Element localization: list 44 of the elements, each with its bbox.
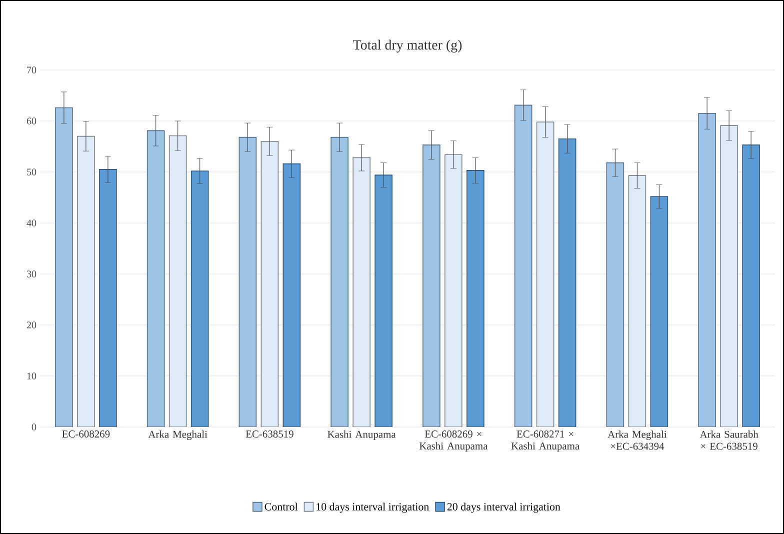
bar (650, 196, 668, 427)
bar (352, 157, 370, 427)
y-tick-label: 10 (27, 372, 36, 380)
bar (146, 130, 165, 427)
bar (282, 163, 301, 427)
bar (606, 162, 624, 427)
y-tick-label: 30 (27, 270, 36, 278)
y-tick-label: 20 (26, 322, 36, 328)
bar (742, 144, 760, 427)
y-tick-label: 60 (26, 118, 36, 124)
x-tick-label: Arka Saurabh × EC-638519 (700, 430, 758, 450)
y-tick-label: 0 (32, 424, 36, 430)
bar (55, 107, 73, 427)
x-tick-label: EC-608269 (62, 430, 110, 438)
bar (720, 125, 738, 427)
x-tick-label: EC-638519 (246, 430, 294, 438)
bar (77, 136, 95, 427)
bar (238, 136, 257, 427)
legend-label: Control (264, 502, 298, 510)
bar (628, 175, 646, 427)
y-tick-label: 70 (27, 66, 36, 74)
bar (260, 140, 279, 427)
bar (99, 169, 117, 427)
bar (536, 122, 554, 427)
y-tick-label: 40 (26, 220, 36, 226)
x-tick-label: EC-608269 × Kashi Anupama (419, 430, 488, 452)
bar (514, 104, 532, 427)
x-tick-label: Arka Meghali (148, 430, 208, 440)
bar (168, 135, 187, 427)
bar (190, 170, 209, 427)
x-tick-label: EC-608271 × Kashi Anupama (511, 430, 580, 452)
y-tick-label: 50 (27, 168, 36, 176)
x-tick-label: Arka Meghali ×EC-634394 (608, 430, 667, 450)
legend-label: 20 days interval irrigation (447, 502, 560, 513)
legend-label: 10 days interval irrigation (316, 502, 429, 513)
x-tick-label: Kashi Anupama (328, 430, 396, 440)
bar (330, 136, 348, 427)
bar (444, 154, 462, 427)
bar (422, 144, 440, 427)
chart-title: Total dry matter (g) (353, 40, 462, 52)
bar (466, 170, 484, 427)
bar (558, 138, 576, 427)
bar (374, 174, 392, 427)
bar (698, 112, 716, 427)
